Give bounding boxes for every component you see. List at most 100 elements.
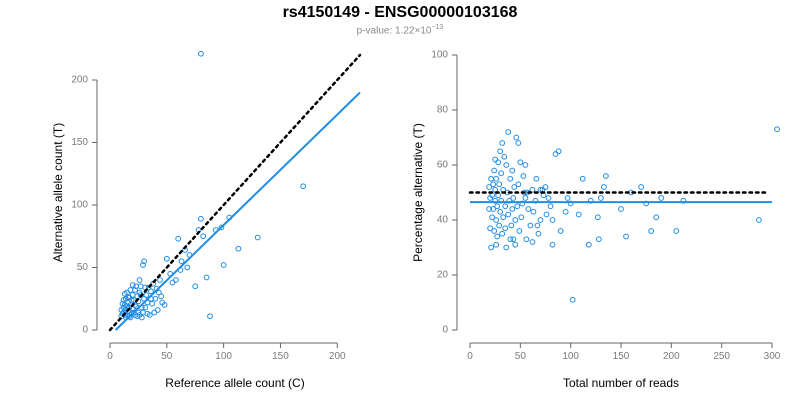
right-data-point bbox=[549, 241, 556, 248]
right-data-point bbox=[567, 200, 574, 207]
right-data-point bbox=[493, 175, 500, 182]
right-data-point bbox=[519, 200, 526, 207]
right-data-point bbox=[510, 236, 517, 243]
right-data-point bbox=[532, 197, 539, 204]
right-y-tick-label: 40 bbox=[437, 215, 449, 226]
right-y-axis-label: Percentage alternative (T) bbox=[411, 123, 425, 262]
right-data-point bbox=[515, 181, 522, 188]
left-x-axis-label: Reference allele count (C) bbox=[165, 376, 304, 390]
left-data-point bbox=[130, 309, 137, 316]
right-x-tick-label: 300 bbox=[764, 351, 781, 362]
right-data-point bbox=[510, 195, 517, 201]
right-data-point bbox=[492, 197, 499, 204]
subtitle-exponent: −13 bbox=[431, 24, 444, 31]
left-data-point bbox=[184, 264, 191, 271]
left-y-tick-label: 0 bbox=[82, 325, 88, 336]
right-data-point bbox=[502, 225, 509, 232]
right-x-axis-label: Total number of reads bbox=[563, 376, 679, 390]
left-y-tick-label: 200 bbox=[71, 75, 88, 86]
right-data-point bbox=[499, 230, 506, 237]
right-data-point bbox=[505, 211, 512, 218]
left-x-tick-label: 100 bbox=[215, 351, 232, 362]
right-data-point bbox=[509, 167, 516, 174]
right-data-point bbox=[487, 225, 494, 232]
right-x-tick-label: 150 bbox=[613, 351, 630, 362]
left-x-tick-label: 0 bbox=[107, 351, 113, 362]
right-data-point bbox=[530, 208, 537, 215]
left-scatter-panel: 0 50 100 150 200 0 50 100 150 200 Reference allele… bbox=[51, 50, 362, 390]
right-data-point bbox=[557, 228, 564, 234]
right-data-point bbox=[493, 241, 500, 248]
right-data-point bbox=[618, 206, 624, 212]
right-data-point bbox=[518, 214, 525, 221]
left-data-point bbox=[254, 234, 261, 241]
right-data-point bbox=[491, 167, 498, 174]
left-data-point bbox=[142, 304, 149, 311]
right-y-tick-label: 60 bbox=[437, 160, 449, 171]
right-data-point bbox=[587, 197, 594, 204]
left-data-point bbox=[121, 302, 128, 308]
left-y-axis-label: Alternative allele count (T) bbox=[51, 123, 65, 262]
right-data-point bbox=[522, 162, 529, 168]
right-data-point bbox=[595, 236, 602, 243]
right-data-point bbox=[490, 181, 497, 188]
right-data-point bbox=[522, 195, 529, 201]
right-data-point bbox=[648, 228, 655, 234]
right-data-point bbox=[498, 197, 505, 204]
right-data-point bbox=[603, 173, 609, 179]
right-data-point bbox=[506, 197, 513, 204]
left-data-point bbox=[144, 310, 151, 317]
right-data-point bbox=[564, 195, 571, 201]
right-data-point bbox=[653, 214, 660, 221]
right-data-point bbox=[549, 217, 556, 223]
right-data-point bbox=[487, 195, 494, 201]
left-x-tick-label: 200 bbox=[329, 351, 346, 362]
left-data-point bbox=[175, 235, 182, 242]
right-data-point bbox=[502, 203, 509, 210]
subtitle-prefix: p-value: bbox=[356, 25, 396, 37]
right-data-point bbox=[680, 197, 687, 204]
right-data-point bbox=[543, 211, 550, 218]
chart-subtitle: p-value: 1.22×10−13 bbox=[0, 24, 800, 36]
right-data-point bbox=[507, 236, 514, 243]
right-data-point bbox=[555, 148, 562, 155]
right-y-tick-label: 100 bbox=[431, 50, 448, 61]
right-data-point bbox=[600, 184, 607, 190]
left-data-point bbox=[136, 277, 143, 283]
right-data-point bbox=[494, 233, 501, 240]
right-data-point bbox=[638, 184, 645, 190]
right-data-point bbox=[492, 156, 499, 163]
right-data-point bbox=[756, 217, 762, 223]
right-data-point bbox=[517, 159, 524, 166]
right-data-point bbox=[569, 296, 576, 303]
right-data-point bbox=[514, 203, 521, 210]
right-data-point bbox=[490, 206, 497, 212]
left-x-tick-label: 150 bbox=[272, 351, 289, 362]
right-data-point bbox=[523, 236, 530, 243]
right-data-point bbox=[493, 217, 500, 223]
left-data-point bbox=[178, 258, 185, 265]
left-fit-line bbox=[114, 91, 361, 331]
right-data-point bbox=[520, 173, 527, 179]
left-y-tick-label: 50 bbox=[77, 262, 89, 273]
right-data-point bbox=[594, 214, 601, 221]
left-y-tick-label: 150 bbox=[71, 137, 88, 148]
right-data-point bbox=[516, 228, 523, 234]
left-data-point bbox=[145, 284, 152, 291]
right-data-point bbox=[511, 184, 518, 190]
left-data-point bbox=[151, 309, 158, 316]
left-data-point bbox=[198, 215, 204, 222]
right-data-point bbox=[496, 181, 503, 188]
right-data-point bbox=[575, 211, 582, 218]
left-data-point bbox=[163, 255, 170, 262]
right-data-point bbox=[507, 175, 514, 182]
subtitle-mantissa: 1.22×10 bbox=[395, 25, 432, 37]
right-data-point bbox=[503, 244, 510, 251]
right-data-point bbox=[503, 162, 510, 168]
right-data-point bbox=[488, 175, 495, 182]
left-data-point bbox=[125, 294, 132, 301]
right-x-tick-label: 100 bbox=[562, 351, 579, 362]
left-data-point bbox=[134, 313, 141, 320]
right-data-point bbox=[547, 203, 554, 210]
